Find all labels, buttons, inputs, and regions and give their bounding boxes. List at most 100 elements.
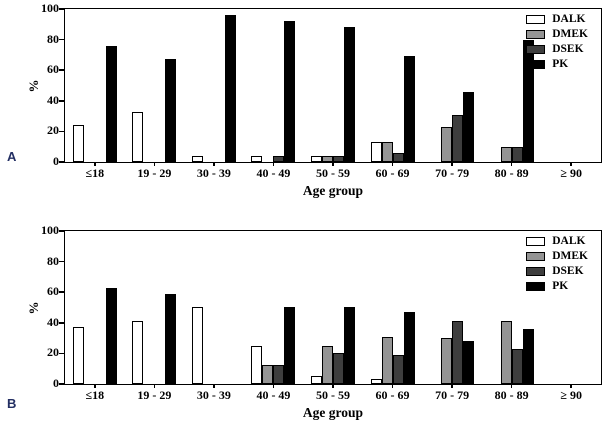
bar-dsek bbox=[511, 147, 523, 162]
panel-a: % 0 20 40 60 80 100 ≤18 19 - 29 30 - 39 40 - 49 50… bbox=[7, 2, 602, 198]
bar-pk bbox=[344, 27, 355, 162]
legend: DALK DMEK DSEK PK bbox=[526, 13, 588, 73]
x-tick-label: ≤18 bbox=[85, 388, 105, 402]
x-tick-label: 70 - 79 bbox=[435, 166, 470, 180]
x-axis-tick bbox=[451, 384, 453, 388]
bar-dalk bbox=[311, 376, 322, 384]
plot-area-a: 0 20 40 60 80 100 ≤18 19 - 29 30 - 39 40 - 49 50 -… bbox=[41, 2, 602, 180]
bar-pk bbox=[522, 329, 534, 384]
bar-dmek bbox=[322, 346, 333, 384]
bar-dalk bbox=[251, 156, 263, 162]
y-axis-tick bbox=[59, 100, 64, 102]
x-tick-label: 30 - 39 bbox=[196, 388, 231, 402]
bar-dmek bbox=[381, 337, 393, 384]
bar-dmek bbox=[441, 338, 453, 384]
x-axis-tick bbox=[391, 162, 394, 166]
legend-label: PK bbox=[552, 280, 569, 292]
x-axis-tick bbox=[272, 384, 275, 388]
x-tick-label: 50 - 59 bbox=[316, 388, 350, 402]
bar-pk bbox=[463, 341, 475, 384]
x-axis-tick bbox=[153, 384, 156, 388]
bar-dsek bbox=[511, 349, 523, 384]
y-tick-label: 80 bbox=[47, 253, 59, 268]
x-axis-tick bbox=[510, 162, 513, 166]
bar-dalk bbox=[251, 346, 263, 384]
bar-pk bbox=[224, 15, 236, 162]
bar-dmek bbox=[262, 365, 274, 384]
legend-swatch-dalk bbox=[526, 14, 546, 24]
bar-dmek bbox=[322, 156, 333, 162]
y-axis-label: % bbox=[26, 301, 41, 315]
bar-pk bbox=[344, 307, 355, 384]
y-tick-label: 20 bbox=[47, 345, 59, 360]
x-axis-tick bbox=[332, 162, 334, 166]
bar-dsek bbox=[273, 156, 285, 162]
legend-item-dsek: DSEK bbox=[526, 265, 588, 277]
y-tick-label: 80 bbox=[47, 31, 59, 46]
y-axis-tick bbox=[59, 383, 64, 385]
bar-pk bbox=[403, 56, 415, 162]
x-axis-tick bbox=[213, 384, 215, 388]
bar-pk bbox=[105, 288, 117, 384]
bar-pk bbox=[463, 92, 475, 162]
x-tick-label: 60 - 69 bbox=[375, 388, 410, 402]
legend-item-dmek: DMEK bbox=[526, 250, 588, 262]
x-axis-label: Age group bbox=[302, 183, 364, 198]
x-axis-tick bbox=[272, 162, 275, 166]
x-tick-label: 80 - 89 bbox=[494, 166, 529, 180]
y-tick-label: 60 bbox=[47, 284, 59, 299]
y-axis-tick bbox=[59, 161, 64, 163]
y-tick-label: 0 bbox=[53, 376, 59, 390]
x-tick-label: ≥ 90 bbox=[560, 388, 583, 402]
y-tick-label: 100 bbox=[41, 223, 59, 237]
bar-dmek bbox=[381, 142, 393, 162]
legend-item-dmek: DMEK bbox=[526, 28, 588, 40]
x-axis-tick bbox=[510, 384, 513, 388]
legend-item-dalk: DALK bbox=[526, 13, 588, 25]
x-axis-tick bbox=[94, 384, 96, 388]
x-tick-label: 70 - 79 bbox=[435, 388, 470, 402]
y-tick-label: 40 bbox=[47, 314, 59, 329]
legend-label: PK bbox=[552, 58, 569, 70]
legend-item-pk: PK bbox=[526, 280, 588, 292]
bar-dalk bbox=[132, 112, 144, 162]
y-tick-label: 40 bbox=[47, 92, 59, 107]
bar-dalk bbox=[370, 379, 382, 384]
bar-dsek bbox=[333, 353, 344, 384]
legend-label: DALK bbox=[552, 13, 586, 25]
bar-pk bbox=[284, 21, 296, 162]
legend-label: DSEK bbox=[552, 265, 584, 277]
x-axis-tick bbox=[94, 162, 96, 166]
y-axis-tick bbox=[59, 130, 64, 133]
x-tick-label: 19 - 29 bbox=[137, 166, 172, 180]
x-tick-label: 60 - 69 bbox=[375, 166, 410, 180]
bar-dmek bbox=[441, 127, 453, 162]
bar-pk bbox=[403, 312, 415, 384]
legend-item-pk: PK bbox=[526, 58, 588, 70]
bar-dalk bbox=[370, 142, 382, 162]
bar-dalk bbox=[311, 156, 322, 162]
x-axis-label: Age group bbox=[302, 405, 364, 420]
bar-dsek bbox=[392, 153, 404, 162]
bar-pk bbox=[105, 46, 117, 162]
y-tick-label: 0 bbox=[53, 154, 59, 168]
panel-b: % 0 20 40 60 80 100 ≤18 19 - 29 30 - 39 40 - 49 50… bbox=[0, 215, 610, 429]
x-tick-label: 50 - 59 bbox=[316, 166, 350, 180]
x-axis-tick bbox=[570, 384, 572, 388]
bar-pk bbox=[284, 307, 296, 384]
x-tick-label: ≤18 bbox=[85, 166, 105, 180]
y-axis-tick bbox=[59, 69, 64, 71]
legend-item-dsek: DSEK bbox=[526, 43, 588, 55]
y-axis-tick bbox=[59, 230, 64, 232]
x-tick-label: 30 - 39 bbox=[196, 166, 231, 180]
legend-swatch-dalk bbox=[526, 236, 546, 246]
y-tick-label: 20 bbox=[47, 123, 59, 138]
x-axis-tick bbox=[213, 162, 215, 166]
legend-item-dalk: DALK bbox=[526, 235, 588, 247]
bar-dalk bbox=[191, 307, 203, 384]
y-axis-tick bbox=[59, 8, 64, 10]
legend-swatch-dsek bbox=[526, 266, 546, 276]
y-axis-tick bbox=[59, 291, 64, 293]
bar-dsek bbox=[452, 321, 464, 384]
legend-label: DALK bbox=[552, 235, 586, 247]
